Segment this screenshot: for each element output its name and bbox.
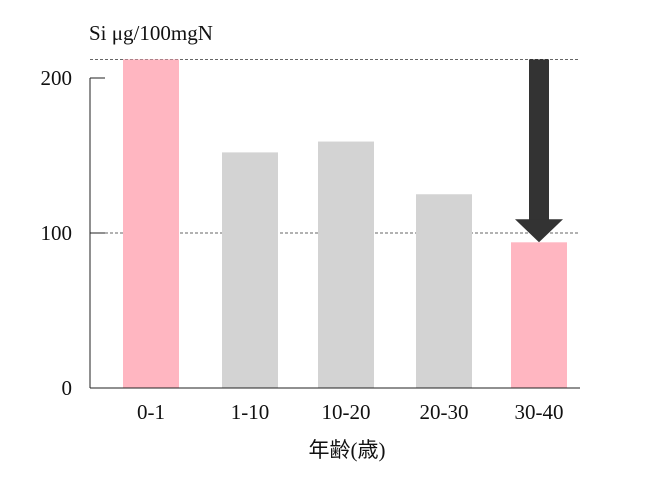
y-tick-label-100: 100: [41, 221, 73, 245]
x-tick-label-0-1: 0-1: [137, 400, 165, 424]
arrow-head: [515, 219, 563, 243]
x-tick-label-10-20: 10-20: [322, 400, 371, 424]
bar-0-1: [123, 59, 179, 389]
decline-arrow: [515, 59, 563, 243]
x-axis-label: 年齢(歳): [309, 438, 386, 462]
bar-30-40: [511, 242, 567, 388]
bars: [123, 59, 567, 389]
y-tick-label-200: 200: [41, 66, 73, 90]
x-tick-label-20-30: 20-30: [420, 400, 469, 424]
y-ticks: 0 100 200: [41, 66, 105, 400]
x-tick-label-1-10: 1-10: [231, 400, 270, 424]
x-tick-label-30-40: 30-40: [515, 400, 564, 424]
bar-10-20: [318, 141, 374, 388]
y-axis-label: Si μg/100mgN: [89, 21, 213, 45]
bar-1-10: [222, 152, 278, 388]
y-tick-label-0: 0: [62, 376, 73, 400]
arrow-shaft: [529, 59, 549, 221]
bar-20-30: [416, 194, 472, 388]
x-tick-labels: 0-1 1-10 10-20 20-30 30-40: [137, 400, 564, 424]
